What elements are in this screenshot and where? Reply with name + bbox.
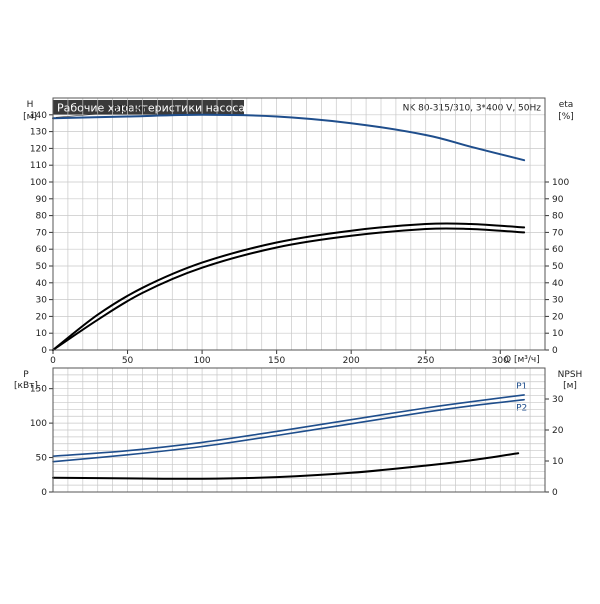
top-right-tick-label: 0 <box>552 346 558 356</box>
top-left-tick-label: 130 <box>30 128 47 138</box>
top-left-tick-label: 10 <box>36 329 48 339</box>
chart-subtitle: NK 80-315/310, 3*400 V, 50Hz <box>403 104 542 114</box>
bottom-right-tick-label: 20 <box>552 426 564 436</box>
bottom-left-axis-unit: [кВт] <box>14 381 38 391</box>
series-line-npsh <box>52 452 520 480</box>
series-line-h-curve <box>52 113 526 162</box>
x-tick-label: 300 <box>492 356 509 366</box>
top-right-tick-label: 30 <box>552 296 564 306</box>
tick-layer: 0102030405060708090100110120130140010203… <box>30 111 570 498</box>
title-background <box>53 100 244 115</box>
top-left-tick-label: 0 <box>41 346 47 356</box>
top-left-tick-label: 100 <box>30 178 47 188</box>
series-line-p2 <box>52 398 525 463</box>
bottom-right-axis-unit: [м] <box>563 381 577 391</box>
top-right-tick-label: 20 <box>552 312 564 322</box>
bottom-frame <box>52 367 546 493</box>
series-line-p1 <box>52 394 525 457</box>
x-tick-label: 150 <box>268 356 285 366</box>
bottom-left-tick-label: 50 <box>36 454 48 464</box>
top-left-axis-name: H <box>27 100 34 110</box>
impeller-diameter-annotation: 310 мм <box>113 104 147 114</box>
x-tick-label: 50 <box>122 356 134 366</box>
top-left-tick-label: 50 <box>36 262 48 272</box>
series-label-p2: P2 <box>516 404 527 414</box>
top-right-tick-label: 10 <box>552 329 564 339</box>
top-left-tick-label: 40 <box>36 279 48 289</box>
top-left-tick-label: 120 <box>30 144 47 154</box>
top-right-tick-label: 40 <box>552 279 564 289</box>
top-left-axis-unit: [м] <box>23 112 37 122</box>
top-left-tick-label: 80 <box>36 212 48 222</box>
annotation-leader <box>55 112 110 118</box>
top-right-tick-label: 60 <box>552 245 564 255</box>
series-line-eta-outer <box>52 222 526 351</box>
x-tick-label: 200 <box>343 356 360 366</box>
x-tick-label: 250 <box>417 356 434 366</box>
x-tick-label: 100 <box>193 356 210 366</box>
top-frame <box>52 97 546 351</box>
x-axis-label: Q [м³/ч] <box>504 355 540 365</box>
bottom-right-tick-label: 0 <box>552 488 558 498</box>
top-left-tick-label: 30 <box>36 296 48 306</box>
series-label-p1: P1 <box>516 382 527 392</box>
series-layer <box>52 112 526 480</box>
series-line-eta-inner <box>52 227 526 351</box>
top-right-tick-label: 80 <box>552 212 564 222</box>
top-left-tick-label: 140 <box>30 111 47 121</box>
frame-layer <box>52 97 546 493</box>
bottom-right-axis-name: NPSH <box>558 370 583 380</box>
top-right-tick-label: 70 <box>552 228 564 238</box>
x-tick-label: 0 <box>50 356 56 366</box>
bottom-right-tick-label: 10 <box>552 457 564 467</box>
top-left-tick-label: 70 <box>36 228 48 238</box>
top-right-axis-unit: [%] <box>558 112 574 122</box>
top-right-tick-label: 90 <box>552 195 564 205</box>
top-left-tick-label: 110 <box>30 161 47 171</box>
bottom-left-axis-name: P <box>23 370 29 380</box>
bottom-left-tick-label: 100 <box>30 419 47 429</box>
bottom-left-tick-label: 150 <box>30 385 47 395</box>
chart-title: Рабочие характеристики насоса <box>57 102 245 115</box>
bottom-left-tick-label: 0 <box>41 488 47 498</box>
top-left-tick-label: 60 <box>36 245 48 255</box>
bottom-right-tick-label: 30 <box>552 395 564 405</box>
top-right-axis-name: eta <box>559 100 574 110</box>
top-right-tick-label: 100 <box>552 178 569 188</box>
top-right-tick-label: 50 <box>552 262 564 272</box>
top-left-tick-label: 20 <box>36 312 48 322</box>
top-left-tick-label: 90 <box>36 195 48 205</box>
